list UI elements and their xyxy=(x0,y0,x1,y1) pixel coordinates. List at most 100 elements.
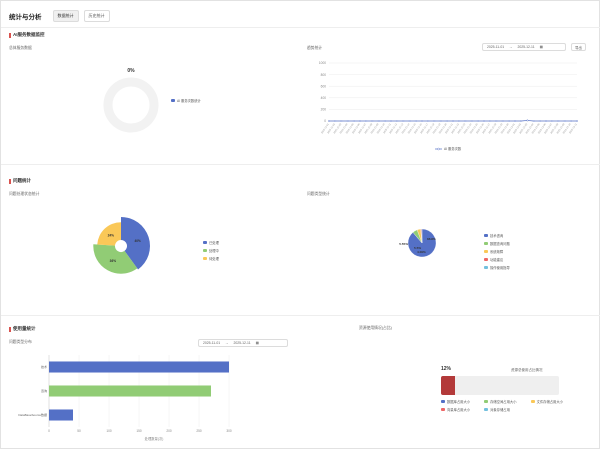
series-point xyxy=(452,120,454,122)
legend-item[interactable]: 对象存储占用 xyxy=(484,407,524,412)
x-tick-label: 2025-11-19 xyxy=(432,122,442,134)
series-point xyxy=(439,120,442,122)
x-tick-label: 2025-11-25 xyxy=(469,122,479,134)
x-tick-label: 2025-11-18 xyxy=(426,122,436,134)
calendar-icon: ▦ xyxy=(255,341,259,345)
x-tick-label: 2025-11-08 xyxy=(364,122,374,134)
series-point xyxy=(538,120,541,122)
x-tick-label: 2025-11-05 xyxy=(345,122,355,134)
legend-item[interactable]: 系统故障 xyxy=(484,249,510,254)
x-tick-label: 2025-11-03 xyxy=(333,122,343,134)
x-tick-label: 2025-11-06 xyxy=(351,122,361,134)
trend-legend-label: AI 服务次数 xyxy=(444,146,462,151)
pie-slice-label: 4.09% xyxy=(417,250,426,254)
series-point xyxy=(433,120,436,122)
legend-swatch xyxy=(484,400,489,403)
series-point xyxy=(421,120,423,122)
legend-item[interactable]: 技术咨询 xyxy=(484,233,510,238)
donut-legend: AI 服务次数统计 xyxy=(171,98,201,103)
progress-percent: 12% xyxy=(441,366,452,372)
trend-date-end[interactable]: 2025-12-11 xyxy=(517,45,535,49)
series-point xyxy=(476,120,479,122)
donut-subtitle: 总体服务数据 xyxy=(9,46,32,50)
tab-history-stats[interactable]: 历史统计 xyxy=(83,10,110,22)
series-point xyxy=(408,120,411,122)
x-tick-label: 2025-12-04 xyxy=(525,122,535,134)
legend-swatch xyxy=(441,400,445,403)
x-tick-label: 0 xyxy=(48,429,50,433)
legend-item[interactable]: 向量库占用大小 xyxy=(441,407,478,412)
y-tick-label: 0 xyxy=(324,119,326,123)
series-point xyxy=(470,120,473,122)
pie-slice xyxy=(407,228,437,258)
series-point xyxy=(507,120,510,122)
series-point xyxy=(377,120,380,122)
issue-status-pie: 40% 36% 24% xyxy=(93,217,150,274)
x-tick-label: 2025-11-21 xyxy=(444,122,454,134)
section1-divider xyxy=(1,164,600,165)
legend-swatch xyxy=(530,400,535,403)
x-tick-label: 2025-11-24 xyxy=(463,122,473,134)
pie-slice xyxy=(93,244,138,274)
series-point xyxy=(489,120,492,122)
series-point xyxy=(483,120,485,122)
usage-bar-chart: 0 50 100 150 200 250 300 技术咨询 DataBaseSource数据处理… xyxy=(18,355,232,441)
series-point xyxy=(501,120,504,122)
legend-swatch xyxy=(484,258,488,261)
section-usage-title: 使用量统计 xyxy=(9,326,36,332)
bar-date-start[interactable]: 2025-11-01 xyxy=(203,341,221,345)
legend-item[interactable]: 已处理 xyxy=(203,240,219,245)
legend-swatch-point xyxy=(437,147,440,151)
series-point xyxy=(545,120,547,122)
legend-item[interactable]: AI 服务次数统计 xyxy=(171,98,201,103)
x-tick-label: 2025-11-15 xyxy=(407,122,417,134)
series-point xyxy=(359,120,361,122)
y-tick-label: 200 xyxy=(321,108,327,112)
legend-item[interactable]: 数据库占用大小 xyxy=(441,399,478,404)
series-point xyxy=(495,120,498,122)
x-tick-label: 250 xyxy=(196,429,202,433)
series-point xyxy=(340,120,343,122)
legend-item[interactable]: 数据查询问题 xyxy=(484,241,510,246)
pie-slice-label: 5.5% xyxy=(414,246,421,250)
tab-data-stats[interactable]: 数据统计 xyxy=(52,10,79,22)
series-point xyxy=(365,120,368,122)
series-point xyxy=(390,120,392,122)
donut-center-label: 0% xyxy=(127,68,135,74)
progress-note: 资源总使用占比情况 xyxy=(511,368,543,372)
x-tick-label: 2025-12-07 xyxy=(544,122,554,134)
series-point xyxy=(458,120,461,122)
series-point xyxy=(569,120,572,122)
pie1-subtitle: 问题处理状态统计 xyxy=(9,192,40,196)
x-tick-label: 2025-11-29 xyxy=(494,122,504,134)
bar-date-end[interactable]: 2025-12-11 xyxy=(233,341,251,345)
legend-swatch xyxy=(484,408,489,411)
series-point xyxy=(532,120,535,122)
trend-line-chart: 100080060040020002025-11-012025-11-02202… xyxy=(319,61,578,151)
legend-item[interactable]: 处理中 xyxy=(203,248,219,253)
legend-swatch xyxy=(484,242,488,245)
trend-date-range[interactable]: 2025-11-01 → 2025-12-11 ▦ xyxy=(482,43,566,51)
legend-item[interactable]: 功能建议 xyxy=(484,257,510,262)
legend-item[interactable]: 存储空间占用大小 xyxy=(484,399,524,404)
legend-item[interactable]: 待处理 xyxy=(203,256,219,261)
x-tick-label: 2025-11-23 xyxy=(457,122,467,134)
pie-slice-label: 24% xyxy=(108,233,115,237)
donut-ring xyxy=(103,77,159,133)
section-mark xyxy=(9,178,11,184)
series-point xyxy=(402,120,405,122)
y-tick-label: 技术 xyxy=(41,364,47,369)
series-point xyxy=(371,120,374,122)
y-tick-label: 400 xyxy=(321,96,327,100)
trend-date-start[interactable]: 2025-11-01 xyxy=(487,45,505,49)
x-tick-label: 200 xyxy=(166,429,172,433)
y-tick-label: 咨询 xyxy=(41,388,47,393)
bar-date-range[interactable]: 2025-11-01 → 2025-12-11 ▦ xyxy=(198,339,288,347)
y-tick-label: 800 xyxy=(321,73,327,77)
legend-swatch xyxy=(484,250,488,253)
x-tick-label: 2025-11-13 xyxy=(395,122,405,134)
export-button[interactable]: 导出 xyxy=(571,43,586,51)
legend-item[interactable]: 文件存储占用大小 xyxy=(530,399,571,404)
legend-item[interactable]: 操作使用指导 xyxy=(484,265,510,270)
